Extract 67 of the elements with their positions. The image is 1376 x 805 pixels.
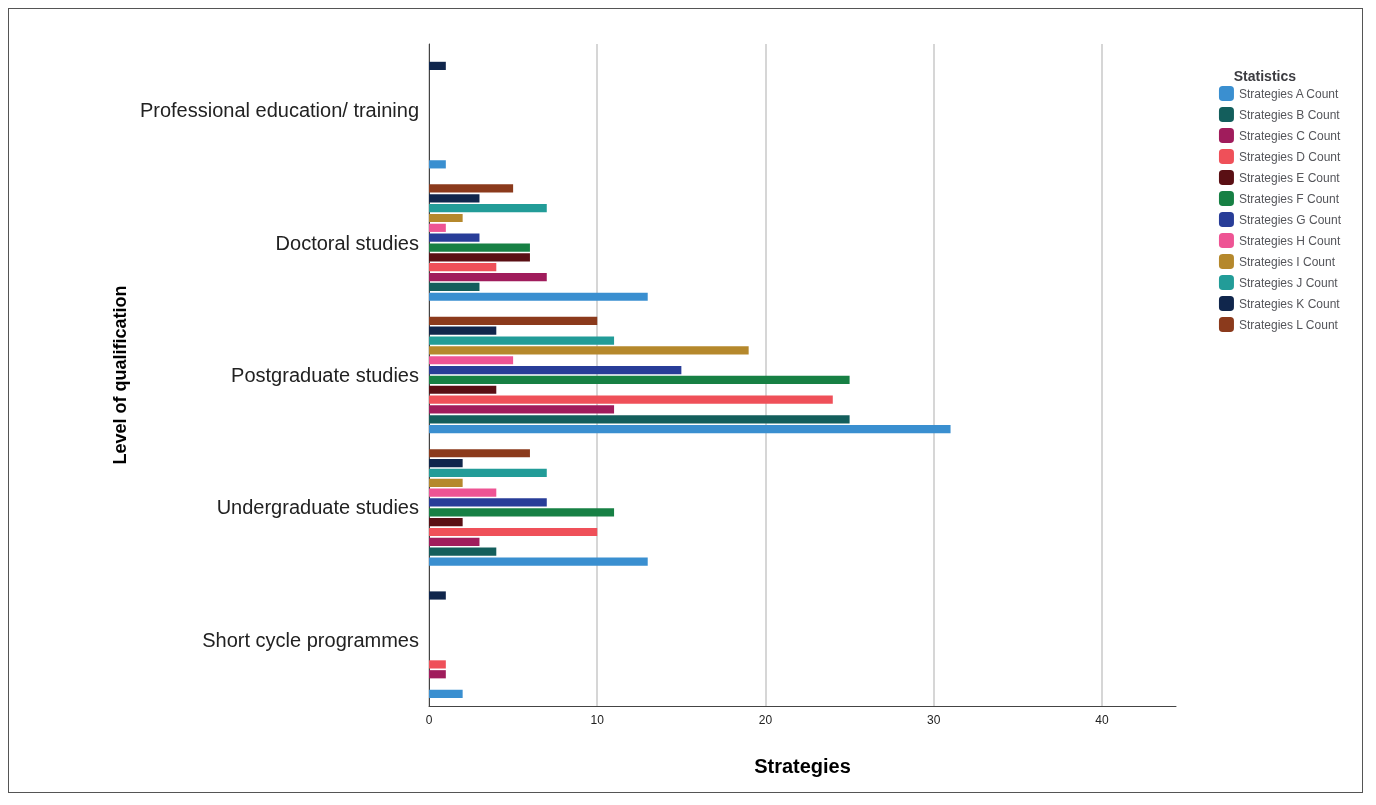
bar [429,660,446,669]
bar [429,292,648,301]
x-tick-label: 40 [1095,713,1109,727]
legend-label: Strategies J Count [1238,275,1339,290]
bar [429,61,446,70]
bar [429,160,446,169]
y-tick-label: Short cycle programmes [202,628,419,651]
legend-label: Strategies K Count [1238,296,1341,311]
bar [429,263,497,272]
bar [429,689,463,699]
bar [429,385,497,394]
bar [429,194,480,203]
bar [429,243,530,252]
bar [429,527,598,537]
legend-label: Strategies G Count [1238,212,1342,227]
legend-title: Statistics [1233,68,1297,84]
bar [429,591,446,600]
bar [429,184,514,193]
bar [429,365,682,375]
bar [429,547,497,556]
legend-label: Strategies E Count [1238,170,1341,185]
y-tick-label: Professional education/ training [139,99,419,122]
bar [429,537,480,546]
bar [429,272,547,282]
legend-label: Strategies L Count [1238,317,1339,332]
x-axis-title: Strategies [754,755,851,777]
legend-label: Strategies F Count [1238,191,1340,206]
bar [429,326,497,335]
bar [429,425,951,434]
bar [429,670,446,679]
bar [429,213,463,223]
legend-label: Strategies A Count [1238,86,1340,101]
x-tick-label: 10 [590,713,605,727]
bar [429,356,514,365]
bar [429,458,463,468]
bar [429,498,547,507]
bar [429,508,615,517]
x-tick-label: 20 [758,713,773,727]
legend-label: Strategies B Count [1238,107,1341,122]
legend-label: Strategies D Count [1238,149,1341,164]
y-tick-label: Postgraduate studies [231,364,419,386]
bar [429,282,480,292]
x-tick-label: 30 [927,713,941,727]
bar [429,204,547,213]
bar [429,518,463,527]
bar [429,233,480,242]
legend-label: Strategies C Count [1238,128,1341,143]
bar [429,478,463,487]
bar [429,557,648,566]
bar [429,488,497,497]
bar [429,395,833,404]
legend-label: Strategies I Count [1238,254,1336,269]
legend-label: Strategies H Count [1238,233,1341,248]
y-tick-label: Doctoral studies [275,231,419,254]
x-tick-label: 0 [425,713,433,727]
bar [429,415,850,424]
bar [429,375,850,385]
bar [429,346,749,355]
y-axis-title: Level of qualification [110,285,130,465]
bar [429,316,598,325]
bar [429,223,446,232]
bar [429,405,615,414]
bar [429,253,530,262]
bar [429,468,547,478]
bar [429,449,530,458]
y-tick-label: Undergraduate studies [216,496,419,519]
bar [429,336,615,345]
